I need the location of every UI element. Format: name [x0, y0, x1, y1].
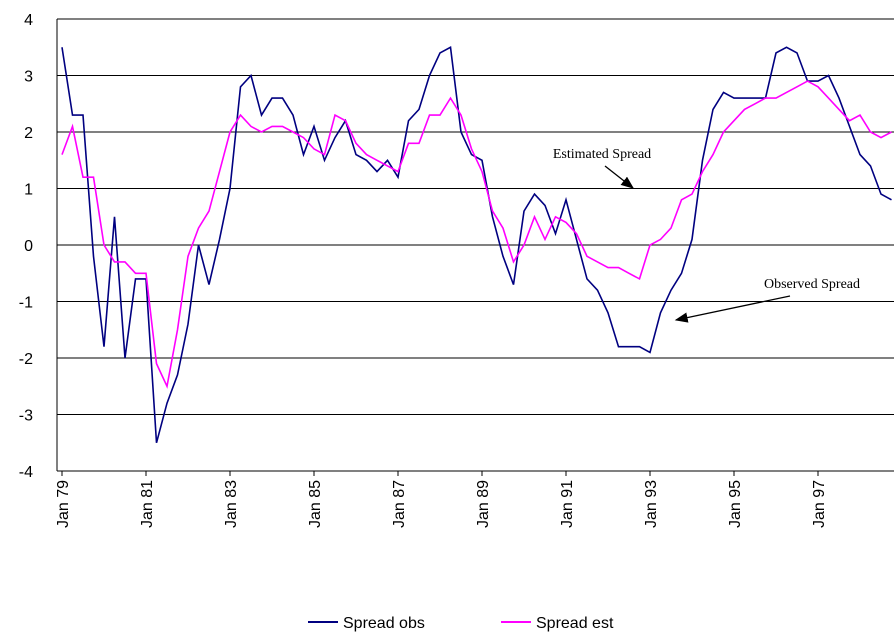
x-tick-label: Jan 79 — [55, 480, 72, 528]
x-tick-label: Jan 83 — [223, 480, 240, 528]
x-tick-label: Jan 95 — [727, 480, 744, 528]
series-line — [61, 46, 892, 444]
annotation: Observed Spread — [764, 277, 860, 292]
x-tick-label: Jan 97 — [811, 480, 828, 528]
y-tick-label: -2 — [19, 351, 33, 368]
y-tick-label: -1 — [19, 295, 33, 312]
x-tick-label: Jan 89 — [475, 480, 492, 528]
y-tick-label: 4 — [24, 12, 33, 29]
annotation-arrow — [604, 165, 635, 189]
y-tick-label: 0 — [24, 238, 33, 255]
x-tick-label: Jan 85 — [307, 480, 324, 528]
legend-label: Spread obs — [343, 615, 425, 632]
y-tick-label: 2 — [24, 125, 33, 142]
y-tick-label: 1 — [24, 182, 33, 199]
y-tick-label: -3 — [19, 408, 33, 425]
y-tick-label: 3 — [24, 69, 33, 86]
x-tick-label: Jan 91 — [559, 480, 576, 528]
series-line — [61, 80, 892, 389]
annotation: Estimated Spread — [553, 147, 651, 162]
x-tick-label: Jan 87 — [391, 480, 408, 528]
legend-label: Spread est — [536, 615, 614, 632]
x-tick-label: Jan 81 — [139, 480, 156, 528]
annotation-arrow — [674, 295, 791, 323]
x-tick-label: Jan 93 — [643, 480, 660, 528]
y-tick-label: -4 — [19, 464, 33, 481]
